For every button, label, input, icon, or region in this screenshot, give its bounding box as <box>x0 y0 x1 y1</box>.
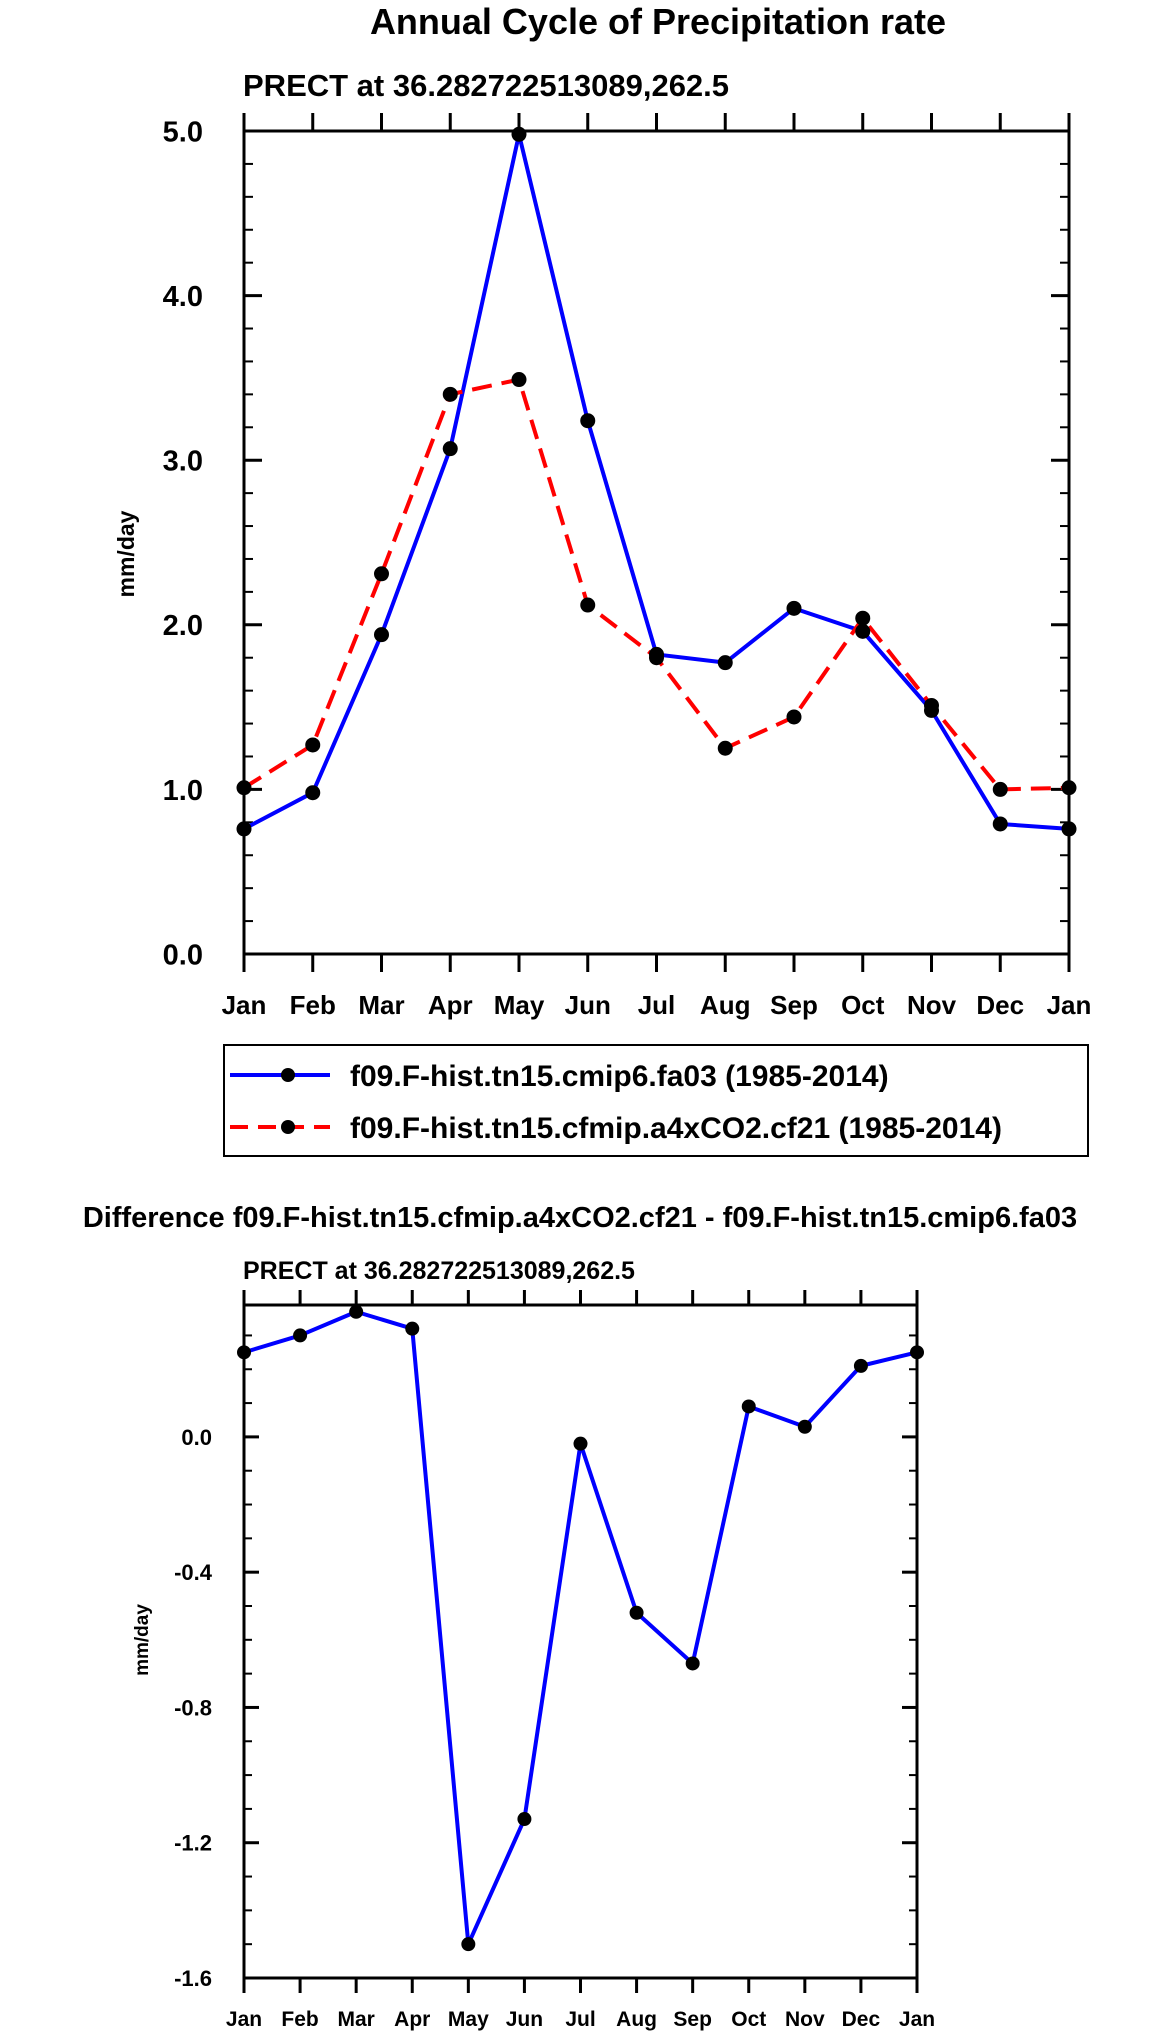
chart2-series-1-point <box>741 1399 756 1414</box>
chart1-subtitle: PRECT at 36.282722513089,262.5 <box>243 68 729 103</box>
chart2-xtick-label: Apr <box>394 2008 430 2031</box>
chart1-series-2-point <box>305 737 321 753</box>
chart2-title: Difference f09.F-hist.tn15.cfmip.a4xCO2.… <box>83 1202 1077 1234</box>
chart1-ytick-label: 1.0 <box>163 775 203 807</box>
chart2-xtick-label: Sep <box>673 2008 712 2031</box>
chart1-xtick-label: Jun <box>565 990 611 1020</box>
chart2-xtick-label: Mar <box>337 2008 374 2031</box>
chart2-xtick-label: Jun <box>506 2008 543 2031</box>
legend-marker-series-1 <box>281 1068 295 1082</box>
chart2-series-1-line <box>243 1309 918 1947</box>
chart2-ytick-label: -1.6 <box>174 1966 212 1991</box>
chart1-series-2-point <box>855 610 871 626</box>
chart1-series-2-point <box>649 650 664 666</box>
chart1-xtick-label: May <box>494 990 545 1020</box>
chart2-xtick-label: Nov <box>785 2008 825 2031</box>
chart1-series-1-point <box>374 627 389 643</box>
chart1-series-2-point <box>374 566 389 582</box>
chart2-series-1-point <box>573 1436 588 1451</box>
chart2-series-1-point <box>853 1358 868 1373</box>
chart2-ytick-label: 0.0 <box>181 1425 212 1450</box>
chart2-series-1-point <box>293 1328 308 1343</box>
legend: f09.F-hist.tn15.cmip6.fa03 (1985-2014) f… <box>223 1044 1089 1157</box>
chart2-ytick-label: -0.8 <box>174 1695 212 1720</box>
legend-box <box>223 1044 1089 1157</box>
chart1-ytick-label: 2.0 <box>163 610 203 642</box>
chart1-series-1-point <box>442 441 458 457</box>
chart1-ytick-label: 5.0 <box>163 116 203 148</box>
chart1-series-2-point <box>511 372 527 388</box>
chart2-subtitle: PRECT at 36.282722513089,262.5 <box>243 1257 635 1285</box>
chart1-xtick-label: Feb <box>290 990 336 1020</box>
chart1-ytick-label: 4.0 <box>163 281 203 313</box>
chart1-series-2-point <box>717 740 733 756</box>
chart2-series-1-point <box>797 1419 812 1434</box>
chart2-xtick-label: Jul <box>565 2008 595 2031</box>
chart1-series-2-point <box>786 709 802 725</box>
chart1-series-2-point <box>580 597 596 613</box>
chart2-xtick-label: Oct <box>731 2008 766 2031</box>
chart2-xtick-label: Jan <box>226 2008 262 2031</box>
chart2-xtick-label: Jan <box>899 2008 935 2031</box>
chart2-xtick-label: Aug <box>616 2008 657 2031</box>
chart2-ylabel: mm/day <box>132 1604 153 1676</box>
chart1-series-1-point <box>992 816 1008 832</box>
chart1-xtick-label: Jan <box>222 990 267 1020</box>
chart1-title: Annual Cycle of Precipitation rate <box>370 1 946 42</box>
chart1-series-1-point <box>305 785 321 801</box>
chart1-series-1-point <box>786 600 802 616</box>
chart2-xtick-label: May <box>448 2008 489 2031</box>
chart1-series-2-point <box>924 697 939 713</box>
chart2-series-1-point <box>349 1304 364 1319</box>
chart1-xtick-label: Jul <box>638 990 676 1020</box>
legend-marker-series-2 <box>281 1120 295 1134</box>
chart1-xtick-label: Oct <box>841 990 885 1020</box>
chart2-xtick-label: Feb <box>281 2008 318 2031</box>
chart1-xtick-label: Sep <box>770 990 818 1020</box>
chart1-series-2-line <box>242 377 1070 792</box>
chart1-xtick-label: Jan <box>1047 990 1092 1020</box>
legend-label-series-2: f09.F-hist.tn15.cfmip.a4xCO2.cf21 (1985-… <box>350 1112 1002 1145</box>
chart2-ytick-label: -1.2 <box>174 1831 212 1856</box>
chart2-series-1-point <box>461 1937 476 1952</box>
chart1-xtick-label: Nov <box>907 990 957 1020</box>
chart1-ylabel: mm/day <box>113 510 139 597</box>
chart1-ytick-label: 3.0 <box>163 446 203 478</box>
chart1-series-2-point <box>992 781 1008 797</box>
chart2-series-1-point <box>685 1656 700 1671</box>
chart2-series-1-point <box>405 1321 420 1336</box>
chart2-xtick-label: Dec <box>842 2008 881 2031</box>
chart1-xtick-label: Dec <box>976 990 1024 1020</box>
chart1-series-2-point <box>442 386 458 402</box>
chart2-series-1-point <box>629 1605 644 1620</box>
chart1-series-1-point <box>717 655 733 671</box>
legend-label-series-1: f09.F-hist.tn15.cmip6.fa03 (1985-2014) <box>350 1060 889 1093</box>
chart1-series-1-point <box>855 623 871 639</box>
chart1-xtick-label: Apr <box>428 990 473 1020</box>
chart2-plot-frame <box>242 1303 919 1980</box>
chart1-xtick-label: Mar <box>358 990 404 1020</box>
chart1-plot-frame <box>242 129 1071 956</box>
chart1-xtick-label: Aug <box>700 990 751 1020</box>
chart2-series-1-point <box>517 1812 532 1827</box>
chart1-series-1-point <box>511 126 527 142</box>
chart2-ytick-label: -0.4 <box>174 1560 213 1585</box>
chart1-ytick-label: 0.0 <box>163 939 203 971</box>
chart1-series-1-point <box>580 413 596 429</box>
